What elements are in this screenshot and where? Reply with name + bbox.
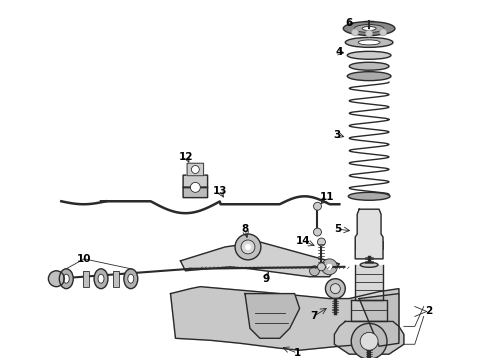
Text: 2: 2 bbox=[425, 306, 432, 316]
FancyBboxPatch shape bbox=[182, 186, 208, 198]
Circle shape bbox=[314, 202, 321, 210]
Circle shape bbox=[245, 244, 251, 250]
Text: 1: 1 bbox=[294, 348, 301, 358]
Text: 14: 14 bbox=[296, 236, 311, 246]
Text: 9: 9 bbox=[262, 274, 270, 284]
FancyBboxPatch shape bbox=[355, 265, 383, 300]
Polygon shape bbox=[359, 294, 399, 346]
Polygon shape bbox=[180, 242, 340, 277]
Polygon shape bbox=[171, 287, 399, 350]
Polygon shape bbox=[245, 294, 299, 338]
Circle shape bbox=[366, 30, 372, 37]
Circle shape bbox=[191, 183, 200, 192]
Circle shape bbox=[310, 266, 319, 276]
Text: 7: 7 bbox=[310, 311, 317, 321]
Ellipse shape bbox=[347, 72, 391, 81]
Circle shape bbox=[351, 323, 387, 359]
Bar bbox=[83, 271, 89, 287]
Ellipse shape bbox=[347, 51, 391, 59]
Ellipse shape bbox=[348, 192, 390, 200]
Ellipse shape bbox=[354, 24, 384, 32]
Text: 5: 5 bbox=[334, 224, 341, 234]
Ellipse shape bbox=[59, 269, 73, 289]
FancyBboxPatch shape bbox=[351, 300, 387, 321]
Ellipse shape bbox=[94, 269, 108, 289]
Ellipse shape bbox=[128, 274, 134, 283]
Circle shape bbox=[352, 29, 359, 36]
Text: 10: 10 bbox=[77, 254, 92, 264]
Circle shape bbox=[235, 234, 261, 260]
Ellipse shape bbox=[360, 262, 378, 267]
Text: 8: 8 bbox=[242, 224, 248, 234]
Bar bbox=[113, 271, 119, 287]
Text: 4: 4 bbox=[336, 47, 343, 57]
Polygon shape bbox=[355, 209, 383, 259]
Text: 6: 6 bbox=[345, 18, 353, 27]
FancyBboxPatch shape bbox=[186, 163, 204, 176]
Text: 11: 11 bbox=[320, 192, 335, 202]
Circle shape bbox=[49, 271, 64, 287]
Polygon shape bbox=[334, 321, 404, 354]
Circle shape bbox=[325, 279, 345, 298]
Ellipse shape bbox=[349, 62, 389, 70]
Ellipse shape bbox=[124, 269, 138, 289]
Bar bbox=[83, 271, 89, 287]
Bar bbox=[113, 271, 119, 287]
Ellipse shape bbox=[98, 274, 104, 283]
Circle shape bbox=[321, 259, 337, 275]
Circle shape bbox=[241, 240, 255, 254]
FancyBboxPatch shape bbox=[182, 175, 208, 188]
Circle shape bbox=[318, 238, 325, 246]
Circle shape bbox=[360, 332, 378, 350]
Circle shape bbox=[314, 228, 321, 236]
Ellipse shape bbox=[345, 37, 393, 48]
Circle shape bbox=[326, 264, 332, 270]
Circle shape bbox=[192, 166, 199, 174]
Text: 3: 3 bbox=[334, 130, 341, 140]
Ellipse shape bbox=[358, 40, 380, 45]
Ellipse shape bbox=[63, 274, 69, 283]
Text: 12: 12 bbox=[179, 152, 194, 162]
Circle shape bbox=[318, 263, 325, 271]
Circle shape bbox=[380, 29, 387, 36]
Ellipse shape bbox=[343, 22, 395, 35]
Ellipse shape bbox=[362, 27, 376, 31]
Circle shape bbox=[330, 284, 341, 294]
Text: 13: 13 bbox=[213, 186, 227, 196]
